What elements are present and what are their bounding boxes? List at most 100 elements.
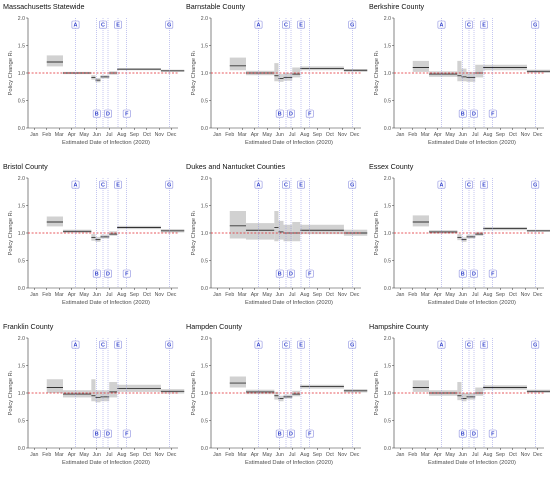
policy-marker-box — [531, 340, 540, 349]
chart-svg: 0.0 0.5 1.0 1.5 2.0 Jan Feb Mar Apr May Jun Jul Aug S… — [374, 336, 550, 466]
chart-svg: 0.0 0.5 1.0 1.5 2.0 Jan Feb Mar Apr May Jun Jul Aug S… — [8, 336, 185, 466]
policy-marker-label: G — [533, 22, 537, 28]
policy-marker-label: F — [491, 271, 495, 277]
y-axis-label: Policy Change Rₜ — [374, 210, 380, 255]
x-tick-label: May — [79, 452, 89, 458]
policy-marker-label: G — [533, 182, 537, 188]
y-tick-label: 1.0 — [384, 231, 391, 237]
x-tick-label: Aug — [117, 452, 126, 458]
chart-panel: Bristol County 0.0 0.5 1.0 1.5 2.0 Jan Feb Mar Ap… — [0, 160, 185, 319]
y-axis-label: Policy Change Rₜ — [191, 210, 197, 255]
x-tick-label: Nov — [338, 292, 348, 298]
policy-marker-box — [488, 109, 497, 118]
policy-marker-label: F — [125, 271, 129, 277]
y-axis-label: Policy Change Rₜ — [191, 50, 197, 95]
y-axis-label: Policy Change Rₜ — [374, 370, 380, 415]
policy-marker-box — [71, 180, 80, 189]
policy-marker-box — [488, 429, 497, 438]
ci-band — [412, 215, 429, 227]
policy-marker-box — [287, 269, 295, 278]
x-tick-label: Jan — [213, 452, 221, 458]
policy-marker-box — [104, 109, 112, 118]
y-tick-label: 2.0 — [201, 176, 208, 182]
panel-title: Hampden County — [186, 322, 242, 331]
policy-marker-box — [99, 20, 107, 29]
x-tick-label: Jun — [276, 292, 284, 298]
policy-marker-box — [458, 429, 467, 438]
y-tick-label: 1.0 — [201, 71, 208, 77]
y-tick-label: 0.0 — [384, 126, 391, 132]
policy-marker-label: A — [74, 22, 78, 28]
policy-marker-box — [92, 429, 101, 438]
panel-title: Essex County — [369, 162, 414, 171]
x-axis-label: Estimated Date of Infection (2020) — [245, 140, 333, 146]
policy-marker-box — [275, 109, 284, 118]
x-tick-label: Mar — [55, 292, 64, 298]
y-tick-label: 2.0 — [384, 336, 391, 342]
y-tick-label: 0.0 — [18, 126, 25, 132]
y-tick-label: 1.0 — [384, 71, 391, 77]
policy-marker-label: E — [116, 342, 120, 348]
policy-marker-box — [458, 269, 467, 278]
x-tick-label: Jul — [289, 132, 296, 138]
policy-marker-label: A — [440, 342, 444, 348]
y-tick-label: 0.5 — [384, 258, 391, 264]
policy-marker-label: F — [125, 431, 129, 437]
policy-marker-label: A — [257, 342, 261, 348]
policy-marker-label: E — [482, 182, 486, 188]
x-tick-label: Dec — [350, 452, 360, 458]
ci-band — [246, 223, 275, 240]
x-tick-label: Sep — [130, 132, 139, 138]
x-tick-label: Sep — [313, 452, 322, 458]
policy-marker-label: D — [106, 271, 110, 277]
ci-band — [461, 393, 467, 402]
policy-marker-label: G — [350, 342, 354, 348]
policy-marker-label: A — [440, 22, 444, 28]
y-tick-label: 0.5 — [18, 258, 25, 264]
x-tick-label: Jan — [30, 292, 38, 298]
x-tick-label: Apr — [434, 452, 442, 458]
panel-title: Bristol County — [3, 162, 48, 171]
policy-marker-box — [275, 429, 284, 438]
policy-marker-label: C — [467, 342, 471, 348]
y-tick-label: 2.0 — [384, 16, 391, 22]
x-tick-label: Aug — [483, 132, 492, 138]
policy-marker-label: D — [472, 111, 476, 117]
chart-panel: Berkshire County 0.0 0.5 1.0 1.5 2.0 Jan Feb Mar… — [366, 0, 550, 159]
x-tick-label: Feb — [225, 292, 234, 298]
policy-marker-label: C — [101, 182, 105, 188]
x-tick-label: Aug — [300, 292, 309, 298]
ci-band — [109, 231, 118, 236]
policy-marker-label: G — [350, 182, 354, 188]
policy-marker-box — [305, 269, 314, 278]
x-tick-label: Jul — [472, 292, 479, 298]
x-tick-label: Jun — [93, 292, 101, 298]
ci-band — [300, 224, 344, 235]
policy-marker-label: B — [278, 271, 282, 277]
y-tick-label: 0.5 — [384, 418, 391, 424]
policy-marker-label: B — [95, 431, 99, 437]
policy-marker-label: D — [106, 111, 110, 117]
ci-band — [278, 74, 284, 82]
x-axis-label: Estimated Date of Infection (2020) — [245, 300, 333, 306]
policy-marker-box — [348, 340, 357, 349]
y-tick-label: 1.5 — [18, 43, 25, 49]
policy-marker-box — [282, 340, 290, 349]
policy-marker-box — [165, 180, 174, 189]
x-tick-label: Dec — [533, 452, 543, 458]
ci-band — [466, 71, 476, 82]
x-tick-label: Feb — [408, 132, 417, 138]
x-tick-label: Oct — [326, 292, 335, 298]
policy-marker-box — [297, 340, 305, 349]
x-tick-label: Jun — [459, 292, 467, 298]
x-tick-label: May — [79, 132, 89, 138]
policy-marker-box — [104, 269, 112, 278]
ci-band — [457, 60, 462, 82]
policy-marker-label: G — [167, 182, 171, 188]
policy-marker-label: D — [289, 111, 293, 117]
policy-marker-box — [470, 109, 478, 118]
policy-marker-label: B — [461, 111, 465, 117]
chart-svg: 0.0 0.5 1.0 1.5 2.0 Jan Feb Mar Apr May Jun Jul Aug S… — [374, 16, 550, 146]
x-tick-label: Sep — [313, 292, 322, 298]
policy-marker-box — [437, 20, 446, 29]
